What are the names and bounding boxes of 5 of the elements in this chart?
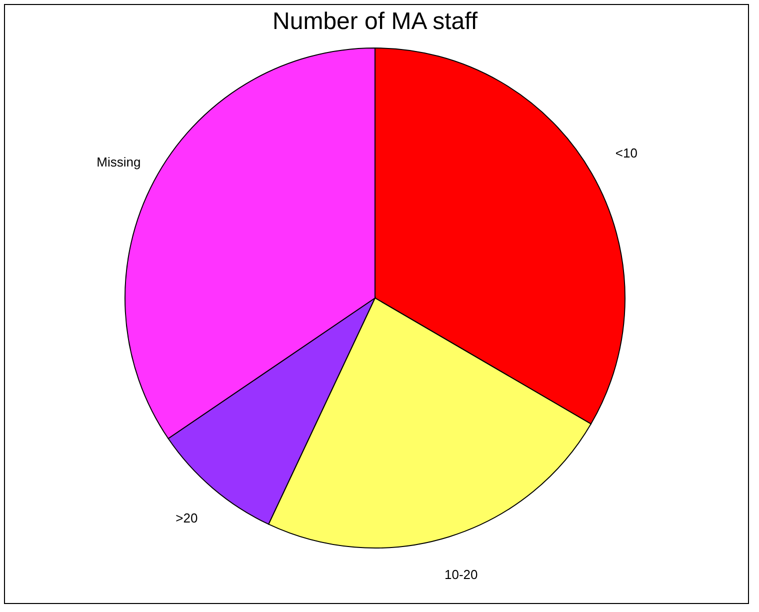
chart-title: Number of MA staff	[272, 8, 478, 35]
slice-label: >20	[176, 510, 198, 526]
slice-label: Missing	[96, 154, 141, 170]
slice-label: <10	[615, 146, 638, 161]
slice-label: 10-20	[444, 566, 478, 582]
